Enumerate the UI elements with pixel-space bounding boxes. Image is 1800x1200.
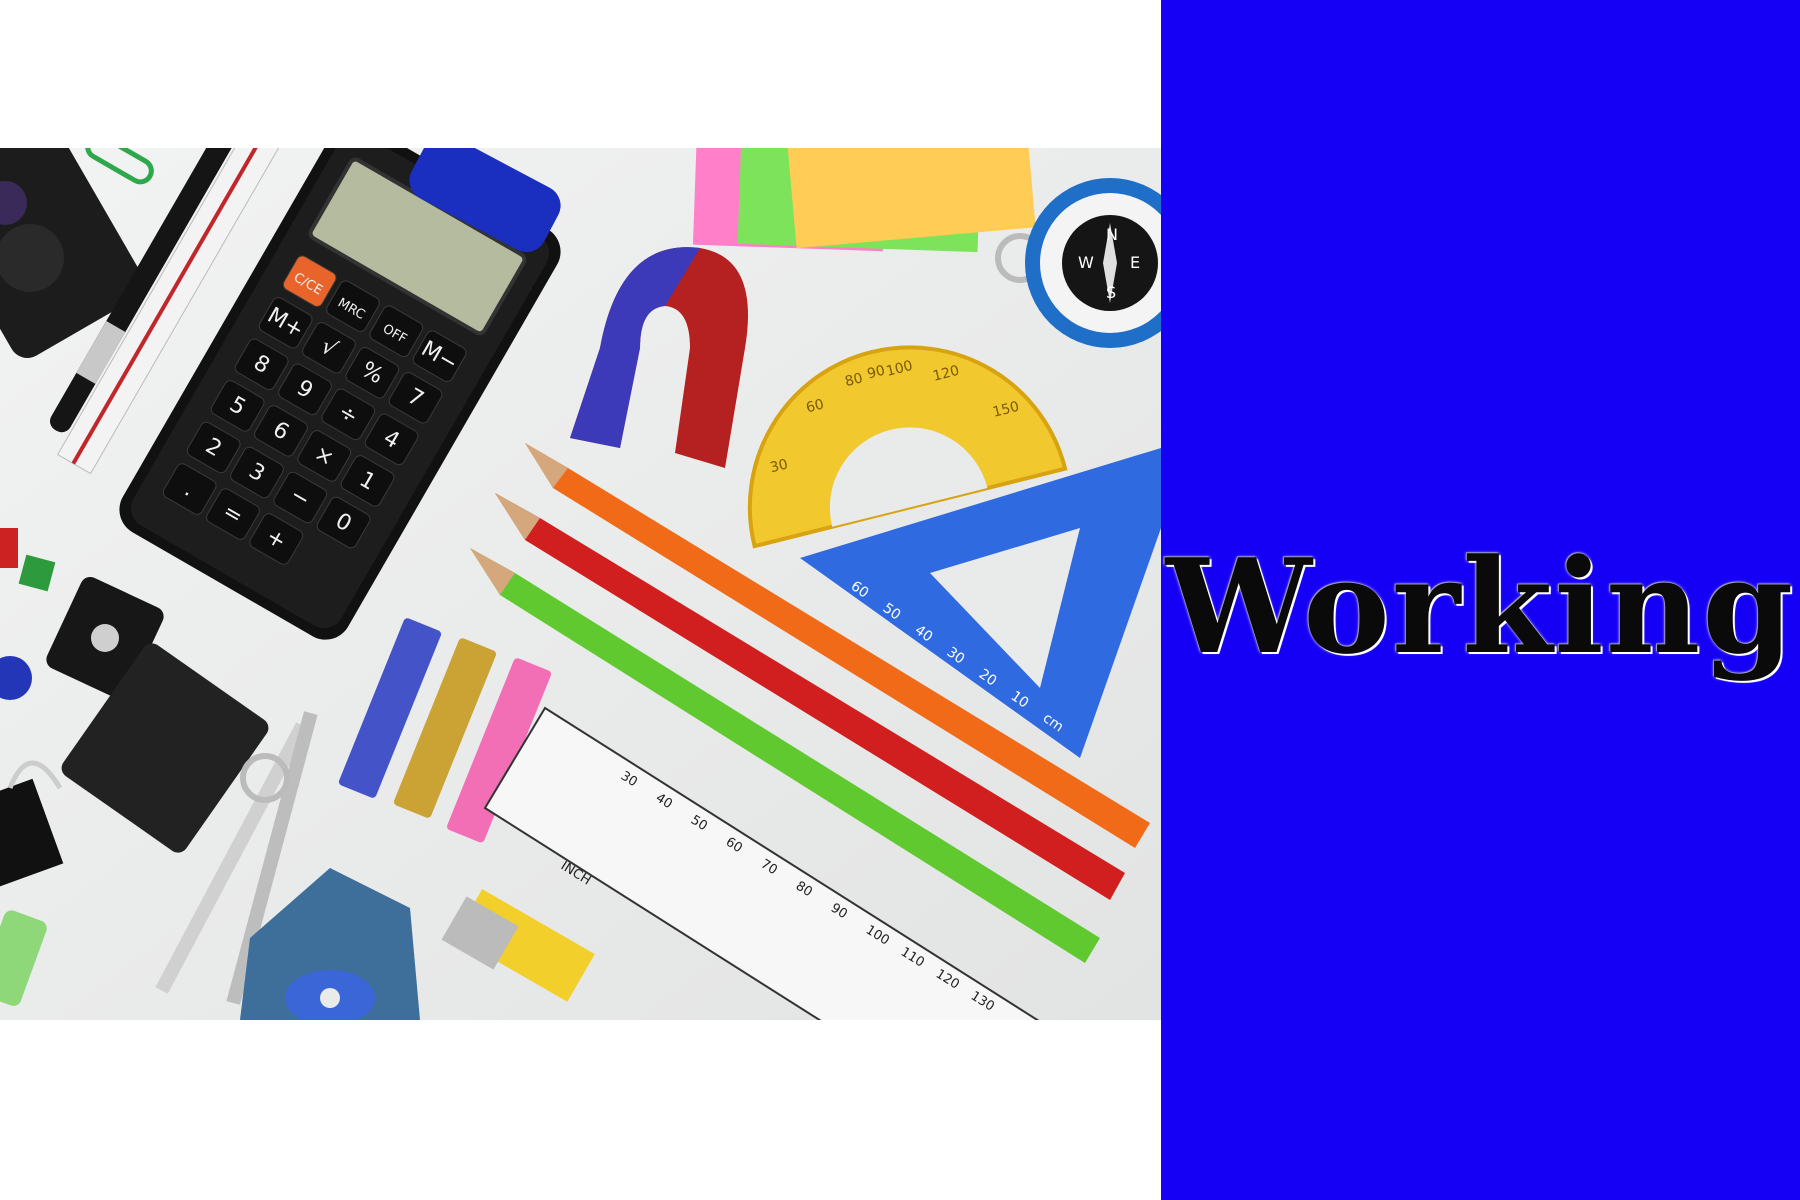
push-pins <box>0 528 56 700</box>
calculator-key <box>326 280 380 332</box>
protractor-mark: 80 <box>843 370 864 390</box>
horseshoe-magnet <box>570 247 748 468</box>
ruler-mark: 70 <box>758 857 780 878</box>
sticky-notes <box>692 148 1036 253</box>
red-pencil <box>495 493 1125 900</box>
protractor-mark: 60 <box>805 396 826 416</box>
paper-clip <box>85 148 154 185</box>
calculator-key <box>249 513 304 565</box>
stationery-photo: C/CE MRC OFF M− M+ √% 7 8 9 ÷ 4 5 6 × 1 2 3−0. = + N E <box>0 148 1161 1020</box>
calculator-key <box>364 413 419 466</box>
compass-letter: S <box>1106 283 1116 302</box>
compass-letter: N <box>1106 225 1118 244</box>
calculator-key <box>369 305 424 357</box>
utility-knife <box>441 889 595 1002</box>
compass-letter: E <box>1130 253 1140 272</box>
calculator-key <box>297 430 352 482</box>
compass-instrument: N E S W <box>995 178 1161 348</box>
ink-pad <box>0 148 145 359</box>
ruler-mark: 30 <box>618 769 640 790</box>
orange-pencil <box>525 443 1150 848</box>
ruler-mark: 60 <box>723 835 745 856</box>
green-pencil <box>470 548 1100 963</box>
calculator-key <box>278 363 332 416</box>
protractor-mark: 100 <box>885 358 915 380</box>
calculator-key <box>186 421 241 474</box>
ruler-mark: 90 <box>828 901 850 922</box>
title-panel: Working <box>1161 0 1800 1200</box>
calculator-key <box>412 330 467 382</box>
compass-letter: W <box>1078 253 1094 272</box>
glue-tube <box>409 148 561 253</box>
scale-ruler <box>56 148 327 475</box>
eraser <box>61 643 269 853</box>
chalk-sticks <box>338 618 552 843</box>
pen <box>50 148 277 433</box>
protractor-mark: 120 <box>931 363 961 385</box>
calculator-key <box>302 322 356 374</box>
protractor-mark: 150 <box>991 399 1021 421</box>
ruler-mark: 40 <box>653 791 675 812</box>
calculator-key <box>345 347 400 399</box>
binder-clip <box>0 760 64 888</box>
calculator-key <box>316 496 371 549</box>
calculator-key <box>273 471 328 524</box>
calculator-key <box>282 255 337 307</box>
calculator-key <box>210 380 265 432</box>
ruler-mark: 50 <box>688 813 710 834</box>
calculator-key <box>258 297 313 349</box>
calculator-key <box>321 388 376 441</box>
calculator-key <box>388 372 443 424</box>
calculator-key <box>230 446 284 499</box>
tape-dispenser <box>240 868 420 1020</box>
calculator-key <box>254 405 308 457</box>
ruler-mark: 80 <box>793 879 815 900</box>
calculator-key <box>206 488 260 540</box>
drawing-compass <box>155 711 318 1005</box>
protractor-mark: 90 <box>866 363 887 383</box>
protractor-mark: 30 <box>769 456 790 476</box>
page-title: Working <box>1165 530 1796 683</box>
green-marker <box>0 910 47 1006</box>
calculator-key <box>234 338 289 391</box>
calculator-key <box>162 463 217 515</box>
calculator-key <box>340 455 395 507</box>
